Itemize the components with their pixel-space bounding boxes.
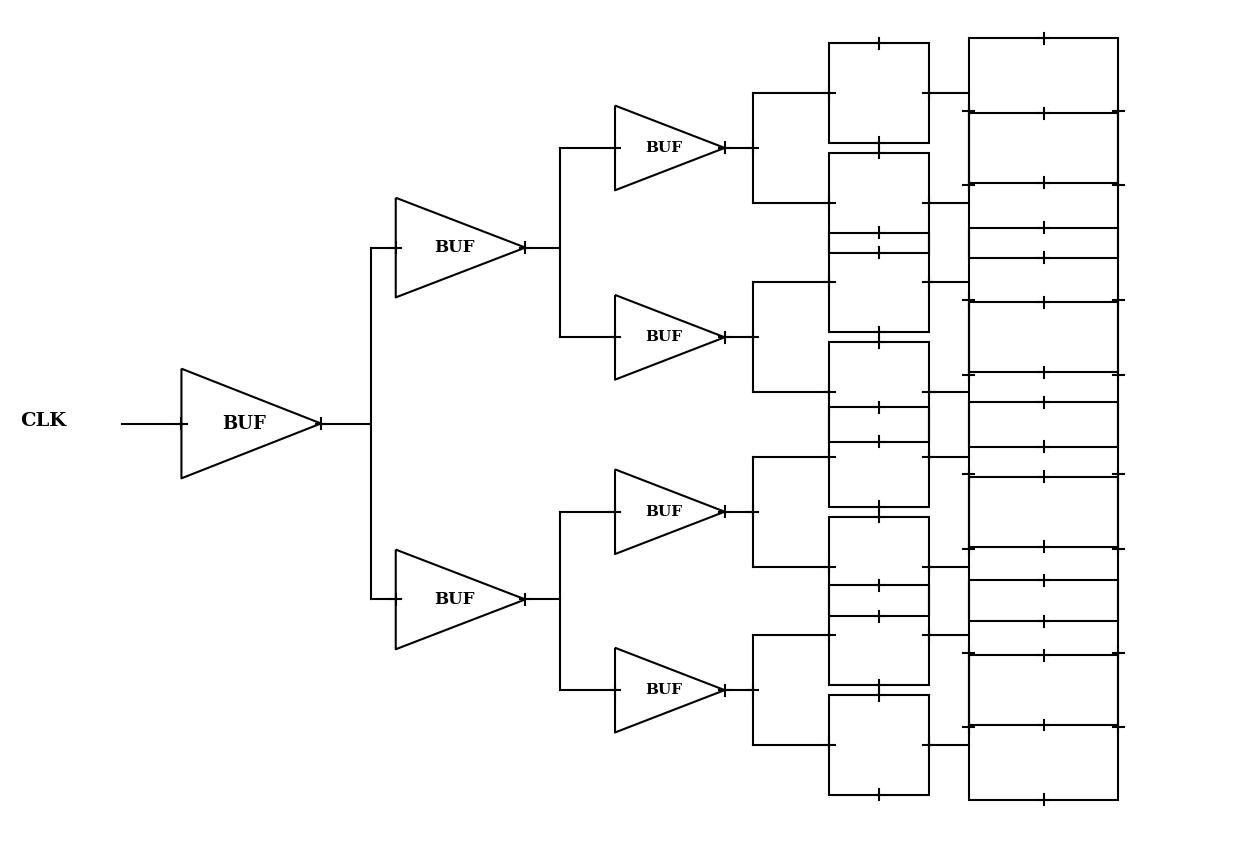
- Bar: [829, 585, 929, 685]
- Text: BUF: BUF: [222, 414, 266, 433]
- Bar: [969, 113, 1119, 257]
- Bar: [969, 656, 1119, 800]
- Text: BUF: BUF: [434, 239, 475, 256]
- Text: CLK: CLK: [20, 412, 66, 429]
- Bar: [969, 477, 1119, 622]
- Bar: [969, 228, 1119, 372]
- Bar: [969, 402, 1119, 546]
- Bar: [829, 695, 929, 794]
- Bar: [829, 153, 929, 252]
- Bar: [829, 517, 929, 617]
- Bar: [829, 233, 929, 332]
- Bar: [829, 43, 929, 143]
- Bar: [969, 302, 1119, 447]
- Text: BUF: BUF: [434, 591, 475, 608]
- Bar: [969, 38, 1119, 183]
- Text: BUF: BUF: [646, 505, 683, 518]
- Text: BUF: BUF: [646, 330, 683, 344]
- Text: BUF: BUF: [646, 141, 683, 155]
- Text: BUF: BUF: [646, 684, 683, 697]
- Bar: [829, 342, 929, 442]
- Bar: [969, 580, 1119, 725]
- Bar: [829, 407, 929, 507]
